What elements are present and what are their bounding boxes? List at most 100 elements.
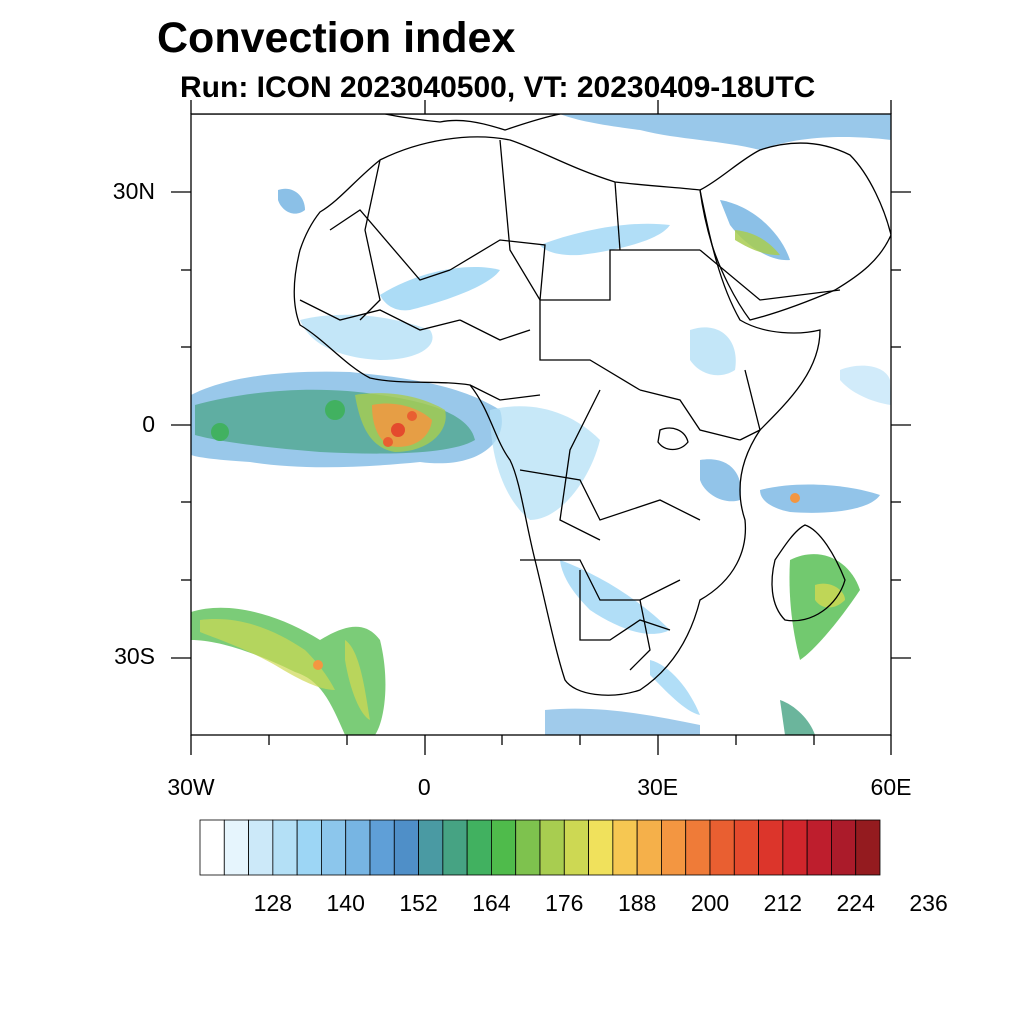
field-blob-sahel-band bbox=[380, 267, 500, 311]
colorbar-label: 128 bbox=[253, 890, 293, 916]
colorbar-swatch bbox=[272, 819, 298, 876]
colorbar-swatch bbox=[223, 819, 249, 876]
field-peak-red-1 bbox=[391, 423, 405, 437]
border-10 bbox=[329, 209, 451, 281]
lon-label: 0 bbox=[417, 774, 431, 800]
colorbar-swatch bbox=[588, 819, 614, 876]
colorbar-swatch bbox=[855, 819, 881, 876]
field-blob-southern-africa bbox=[560, 560, 670, 634]
border-9 bbox=[579, 570, 671, 641]
field-blob-arabia-core bbox=[735, 230, 780, 256]
colorbar-swatch bbox=[466, 819, 492, 876]
colorbar-label: 236 bbox=[909, 890, 948, 916]
colorbar bbox=[199, 819, 881, 876]
colorbar-swatch bbox=[321, 819, 347, 876]
colorbar-label: 188 bbox=[617, 890, 657, 916]
europe-coastline bbox=[191, 114, 561, 131]
colorbar-swatch bbox=[709, 819, 735, 876]
axis-ticks bbox=[171, 100, 911, 755]
colorbar-swatch bbox=[612, 819, 638, 876]
field-peak-green-2 bbox=[325, 400, 345, 420]
map-title: Convection index bbox=[157, 14, 516, 62]
field-blob-west-africa bbox=[300, 314, 433, 360]
field-blob-congo bbox=[490, 406, 600, 520]
colorbar-swatch bbox=[806, 819, 832, 876]
colorbar-swatch bbox=[515, 819, 541, 876]
colorbar-swatch bbox=[491, 819, 517, 876]
field-peak-orange-sa bbox=[313, 660, 323, 670]
colorbar-swatch bbox=[661, 819, 687, 876]
border-4 bbox=[539, 300, 641, 391]
border-13 bbox=[699, 249, 841, 301]
colorbar-swatch bbox=[831, 819, 857, 876]
field-blob-south-atlantic-core bbox=[200, 619, 335, 690]
colorbar-label: 224 bbox=[836, 890, 875, 916]
convection-field bbox=[191, 114, 891, 735]
colorbar-label: 164 bbox=[472, 890, 511, 916]
border-3 bbox=[499, 139, 700, 301]
field-peak-red-2 bbox=[407, 411, 417, 421]
colorbar-label: 176 bbox=[545, 890, 584, 916]
field-blob-sahara-east bbox=[540, 223, 670, 256]
field-peak-orange-indian bbox=[790, 493, 800, 503]
border-16 bbox=[629, 599, 651, 671]
lon-label: 30W bbox=[167, 774, 215, 800]
colorbar-label: 140 bbox=[326, 890, 365, 916]
field-blob-east-africa bbox=[690, 327, 736, 376]
madagascar-coastline bbox=[771, 524, 846, 622]
field-blob-south-ocean bbox=[545, 708, 700, 735]
colorbar-swatch bbox=[418, 819, 444, 876]
lon-label: 30E bbox=[637, 774, 679, 800]
coastlines bbox=[191, 114, 891, 696]
colorbar-swatch bbox=[758, 819, 784, 876]
field-blob-south-atlantic-tail bbox=[345, 640, 370, 720]
lat-label: 30S bbox=[114, 643, 155, 670]
lat-label: 0 bbox=[142, 410, 155, 437]
colorbar-swatch bbox=[636, 819, 662, 876]
border-12 bbox=[459, 319, 531, 341]
colorbar-swatch bbox=[248, 819, 274, 876]
colorbar-label: 200 bbox=[690, 890, 730, 916]
colorbar-swatch bbox=[442, 819, 468, 876]
africa-coastline bbox=[293, 136, 821, 696]
border-1 bbox=[359, 159, 381, 321]
field-peak-red-3 bbox=[383, 437, 393, 447]
lat-label: 30N bbox=[112, 177, 155, 204]
field-blob-madagascar-east bbox=[789, 554, 860, 660]
field-blob-madagascar-core bbox=[815, 583, 845, 608]
field-blob-south-africa-coast bbox=[650, 660, 700, 715]
colorbar-swatch bbox=[296, 819, 322, 876]
colorbar-swatch bbox=[393, 819, 419, 876]
colorbar-swatch bbox=[563, 819, 589, 876]
lon-label: 60E bbox=[870, 774, 912, 800]
border-17 bbox=[469, 384, 541, 401]
map-subtitle: Run: ICON 2023040500, VT: 20230409-18UTC bbox=[180, 71, 816, 104]
field-blob-canary bbox=[278, 188, 305, 214]
colorbar-swatch bbox=[539, 819, 565, 876]
border-15 bbox=[614, 181, 621, 251]
field-blob-mozambique-channel bbox=[760, 484, 880, 513]
colorbar-swatch bbox=[733, 819, 759, 876]
arabia-coastline bbox=[699, 142, 891, 321]
colorbar-swatch bbox=[199, 819, 225, 876]
colorbar-label: 212 bbox=[763, 890, 803, 916]
colorbar-swatch bbox=[685, 819, 711, 876]
colorbar-swatch bbox=[782, 819, 808, 876]
border-8 bbox=[520, 559, 681, 601]
border-6 bbox=[639, 389, 741, 441]
lake-victoria bbox=[657, 427, 689, 451]
border-2 bbox=[449, 239, 546, 301]
colorbar-swatch bbox=[345, 819, 371, 876]
field-blob-mediterranean bbox=[560, 114, 891, 150]
border-5 bbox=[559, 389, 601, 541]
border-14 bbox=[739, 369, 761, 441]
border-7 bbox=[519, 469, 701, 521]
field-blob-southeast-ocean bbox=[780, 700, 815, 735]
field-blob-kenya bbox=[700, 459, 741, 502]
field-peak-green-1 bbox=[211, 423, 229, 441]
field-blob-arabia bbox=[720, 200, 790, 261]
field-blob-somalia-ocean bbox=[840, 365, 891, 405]
colorbar-swatch bbox=[369, 819, 395, 876]
border-11 bbox=[299, 299, 461, 331]
